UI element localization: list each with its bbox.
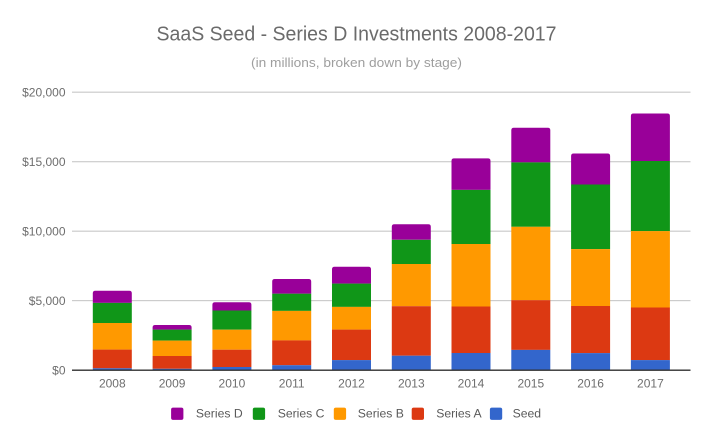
svg-text:2014: 2014 (458, 376, 485, 390)
svg-text:Seed: Seed (513, 407, 541, 421)
svg-text:$20,000: $20,000 (22, 86, 66, 100)
svg-text:$10,000: $10,000 (22, 225, 66, 239)
svg-text:Series C: Series C (278, 407, 325, 421)
svg-text:2010: 2010 (219, 376, 246, 390)
svg-text:$15,000: $15,000 (22, 155, 66, 169)
svg-text:SaaS Seed - Series D Investmen: SaaS Seed - Series D Investments 2008-20… (157, 24, 557, 46)
svg-text:Series B: Series B (358, 407, 404, 421)
svg-text:2008: 2008 (99, 376, 126, 390)
svg-text:2017: 2017 (637, 376, 664, 390)
svg-text:(in millions, broken down by s: (in millions, broken down by stage) (251, 55, 462, 70)
svg-text:2011: 2011 (279, 376, 305, 390)
svg-text:2012: 2012 (338, 376, 365, 390)
svg-text:Series D: Series D (196, 407, 243, 421)
svg-text:$0: $0 (52, 363, 66, 377)
svg-text:$5,000: $5,000 (29, 294, 66, 308)
svg-text:2015: 2015 (517, 376, 544, 390)
svg-text:Series A: Series A (436, 407, 482, 421)
svg-text:2013: 2013 (398, 376, 425, 390)
svg-text:2016: 2016 (577, 376, 604, 390)
svg-text:2009: 2009 (159, 376, 186, 390)
